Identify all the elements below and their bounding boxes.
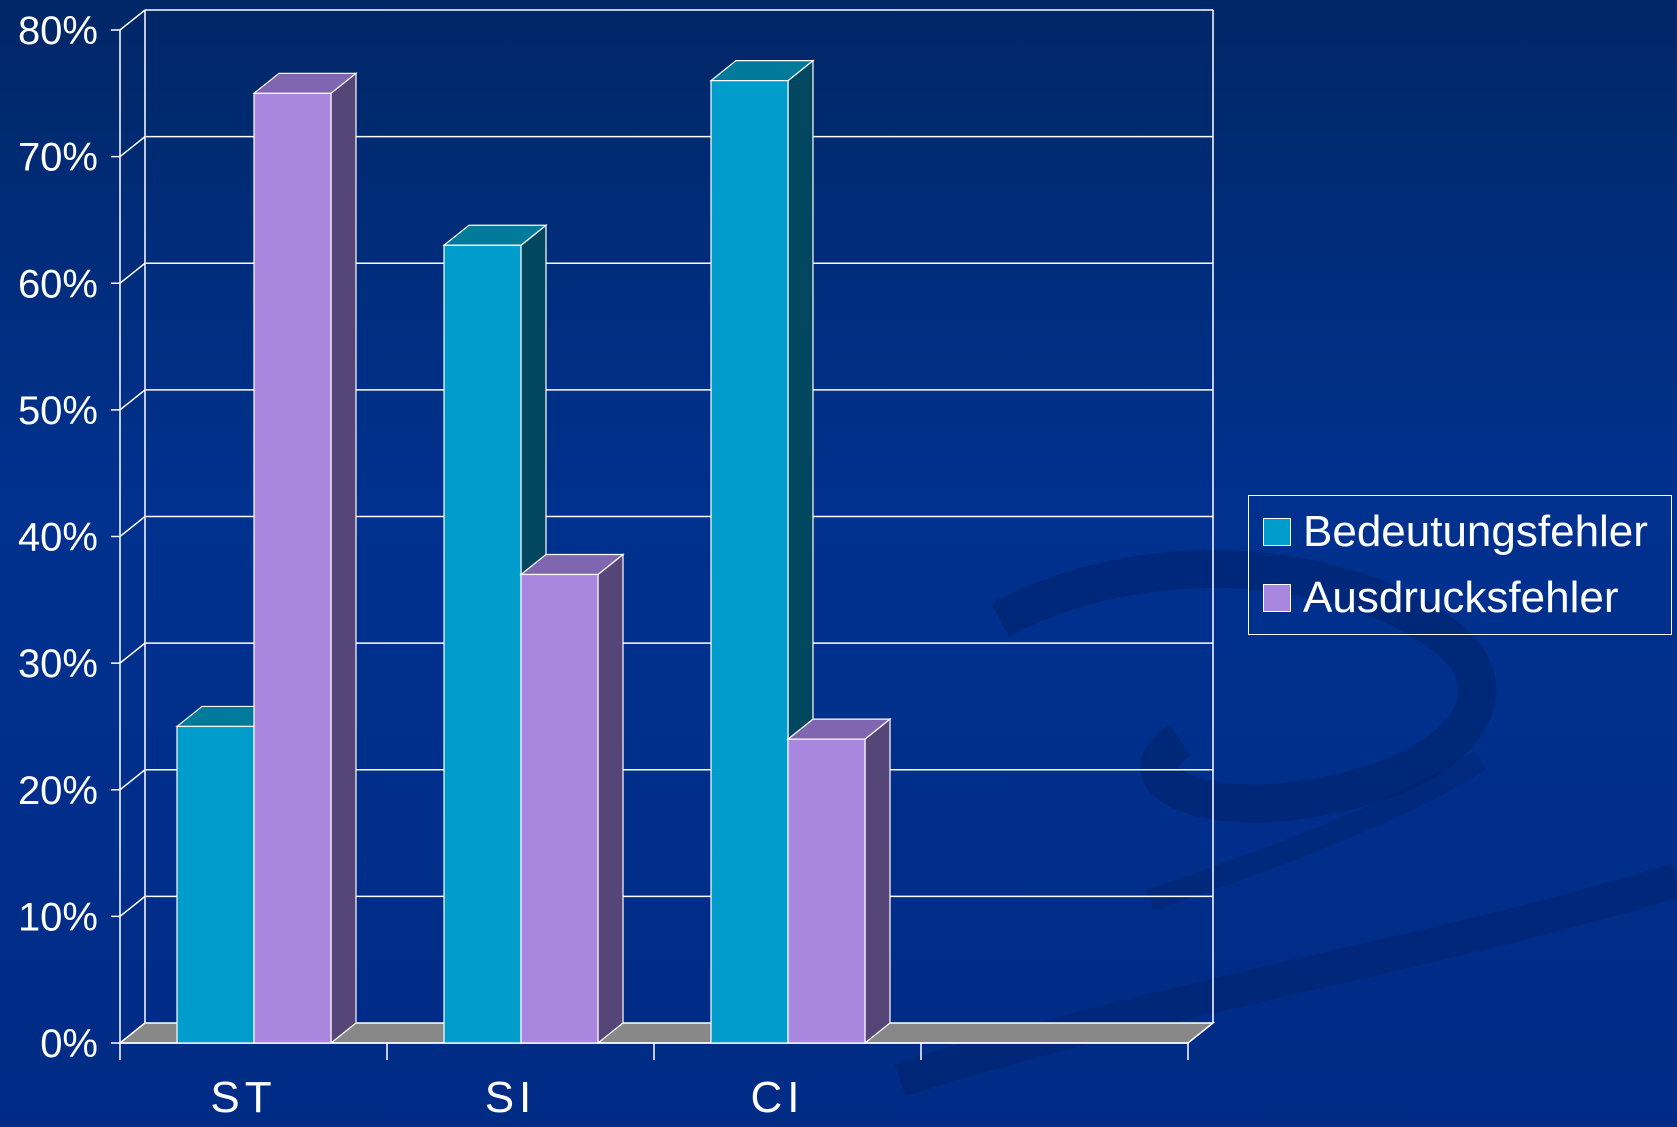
gridline-connector — [119, 642, 146, 664]
bar — [252, 72, 358, 1045]
gridline-connector — [119, 262, 146, 284]
x-category-label: ST — [210, 1073, 276, 1122]
chart-legend: Bedeutungsfehler Ausdrucksfehler — [1248, 495, 1672, 635]
gridline-connector — [119, 769, 146, 791]
bar — [519, 553, 625, 1045]
axis-labels: 0% 10% 20% 30% 40% 50% 60% 70% 80% ST SI CI — [18, 9, 805, 1122]
x-category-label: SI — [485, 1073, 537, 1122]
y-tick-label: 80% — [18, 9, 98, 53]
legend-swatch-series-2 — [1263, 584, 1291, 612]
y-tick-label: 30% — [18, 642, 98, 686]
y-tick-label: 40% — [18, 516, 98, 560]
bar-front — [710, 80, 789, 1044]
legend-swatch-series-1 — [1263, 518, 1291, 546]
bar-front — [520, 573, 599, 1044]
gridline-connector — [119, 9, 146, 31]
y-tick-label: 60% — [18, 262, 98, 306]
bars — [175, 59, 892, 1045]
bar-front — [253, 92, 332, 1044]
x-category-label: CI — [751, 1073, 805, 1122]
y-tick-label: 70% — [18, 136, 98, 180]
y-tick-label: 10% — [18, 895, 98, 939]
gridline-connector — [119, 515, 146, 538]
y-tick-label: 20% — [18, 769, 98, 813]
gridline-connector — [119, 136, 146, 158]
legend-item-series-2: Ausdrucksfehler — [1263, 573, 1619, 622]
y-tick-label: 50% — [18, 389, 98, 433]
bar-front — [787, 738, 866, 1044]
bar-front — [176, 725, 255, 1044]
y-tick-label: 0% — [40, 1022, 98, 1066]
bar-front — [443, 244, 522, 1044]
gridline-connector — [119, 389, 146, 411]
gridline-connector — [119, 895, 146, 917]
bar-side — [864, 717, 891, 1045]
legend-item-series-1: Bedeutungsfehler — [1263, 507, 1648, 556]
bar — [786, 717, 892, 1045]
bar-side — [597, 553, 624, 1045]
legend-label-series-2: Ausdrucksfehler — [1303, 573, 1619, 622]
bar-side — [330, 72, 357, 1045]
legend-label-series-1: Bedeutungsfehler — [1303, 507, 1648, 556]
